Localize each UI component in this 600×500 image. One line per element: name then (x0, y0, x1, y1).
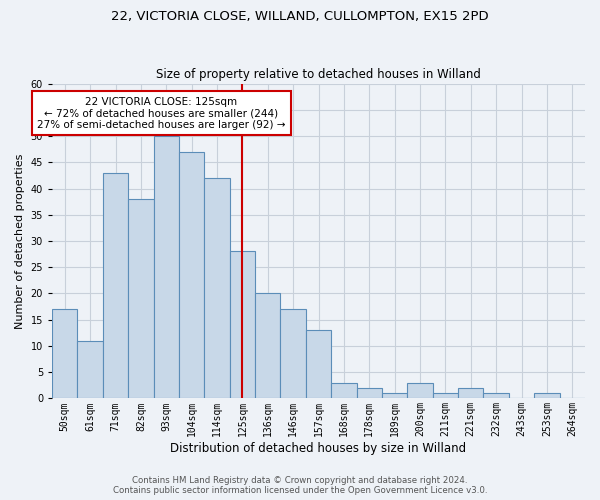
Bar (331, 382, 356, 398)
Bar (306, 330, 331, 398)
Bar (280, 309, 306, 398)
Bar (205, 178, 230, 398)
Bar (382, 393, 407, 398)
Bar (103, 173, 128, 398)
Bar (154, 136, 179, 398)
Bar (77, 340, 103, 398)
Y-axis label: Number of detached properties: Number of detached properties (15, 154, 25, 328)
Bar (356, 388, 382, 398)
Bar (458, 388, 484, 398)
Text: 22 VICTORIA CLOSE: 125sqm
← 72% of detached houses are smaller (244)
27% of semi: 22 VICTORIA CLOSE: 125sqm ← 72% of detac… (37, 96, 286, 130)
Bar (484, 393, 509, 398)
Bar (179, 152, 205, 398)
Title: Size of property relative to detached houses in Willand: Size of property relative to detached ho… (156, 68, 481, 81)
Bar (52, 309, 77, 398)
Bar (128, 199, 154, 398)
X-axis label: Distribution of detached houses by size in Willand: Distribution of detached houses by size … (170, 442, 467, 455)
Text: Contains HM Land Registry data © Crown copyright and database right 2024.
Contai: Contains HM Land Registry data © Crown c… (113, 476, 487, 495)
Bar (407, 382, 433, 398)
Bar (255, 294, 280, 399)
Bar (534, 393, 560, 398)
Bar (433, 393, 458, 398)
Text: 22, VICTORIA CLOSE, WILLAND, CULLOMPTON, EX15 2PD: 22, VICTORIA CLOSE, WILLAND, CULLOMPTON,… (111, 10, 489, 23)
Bar (230, 252, 255, 398)
